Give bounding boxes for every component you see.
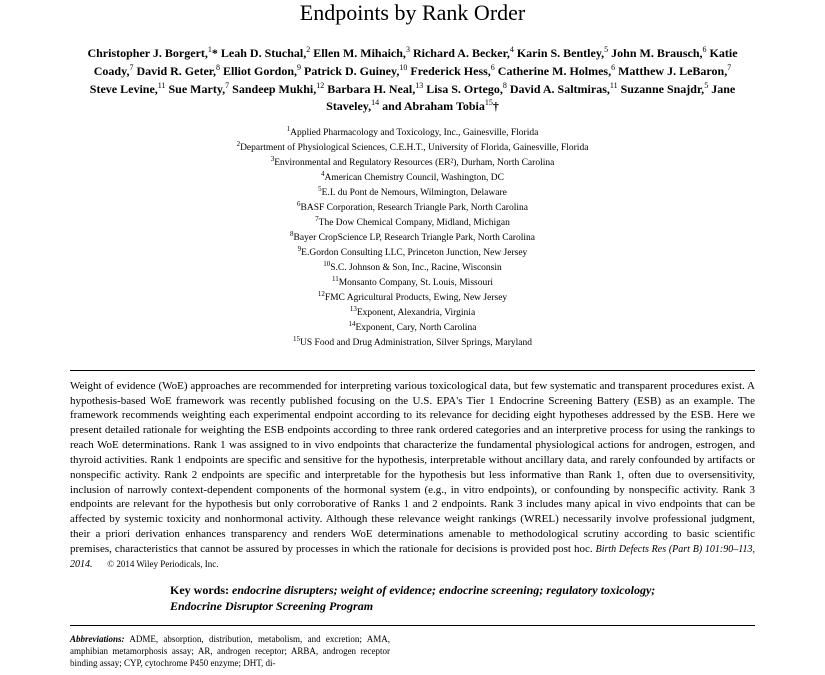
rule-bottom bbox=[70, 625, 755, 626]
keywords-text: endocrine disrupters; weight of evidence… bbox=[170, 583, 655, 614]
page-container: Endpoints by Rank Order Christopher J. B… bbox=[0, 0, 825, 669]
keywords-label: Key words: bbox=[170, 583, 229, 597]
abbreviations: Abbreviations: ADME, absorption, distrib… bbox=[70, 634, 390, 669]
abstract-body: Weight of evidence (WoE) approaches are … bbox=[70, 380, 755, 555]
abbrev-label: Abbreviations: bbox=[70, 634, 125, 644]
copyright-text: © 2014 Wiley Periodicals, Inc. bbox=[107, 559, 218, 569]
keywords-block: Key words: endocrine disrupters; weight … bbox=[70, 582, 755, 616]
abstract-text: Weight of evidence (WoE) approaches are … bbox=[70, 379, 755, 572]
article-title: Endpoints by Rank Order bbox=[70, 0, 755, 26]
author-list: Christopher J. Borgert,1* Leah D. Stucha… bbox=[70, 44, 755, 115]
affiliation-list: 1Applied Pharmacology and Toxicology, In… bbox=[70, 125, 755, 350]
rule-top bbox=[70, 370, 755, 371]
